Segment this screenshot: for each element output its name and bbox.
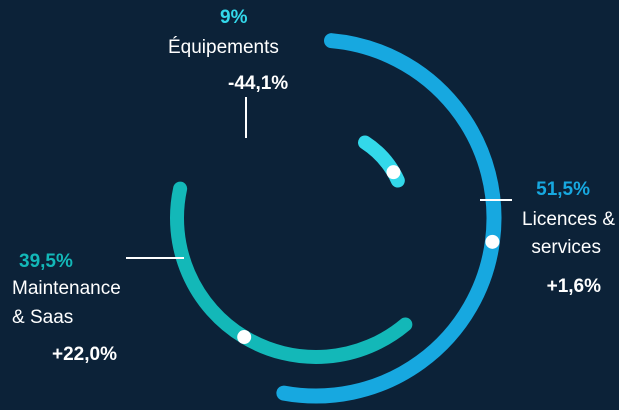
maintenance-marker-dot <box>237 330 252 345</box>
maintenance-share-label: 39,5% <box>19 251 73 272</box>
equipements-name-label: Équipements <box>168 37 279 58</box>
licences-name-line2: services <box>531 237 601 258</box>
leaders-layer <box>126 97 512 345</box>
licences-change-label: +1,6% <box>546 276 601 297</box>
maintenance-name-line1: Maintenance <box>12 278 121 299</box>
equipements-change-label: -44,1% <box>228 73 289 94</box>
licences-share-label: 51,5% <box>536 179 590 200</box>
licences-marker-dot <box>485 234 500 249</box>
equipements-marker-dot <box>386 165 401 180</box>
arcs-layer <box>170 33 502 404</box>
equipements-share-label: 9% <box>220 7 248 28</box>
maintenance-name-line2: & Saas <box>12 307 74 328</box>
licences-name-line1: Licences & <box>522 209 615 230</box>
maintenance-change-label: +22,0% <box>52 344 117 365</box>
maintenance-arc <box>170 181 413 364</box>
